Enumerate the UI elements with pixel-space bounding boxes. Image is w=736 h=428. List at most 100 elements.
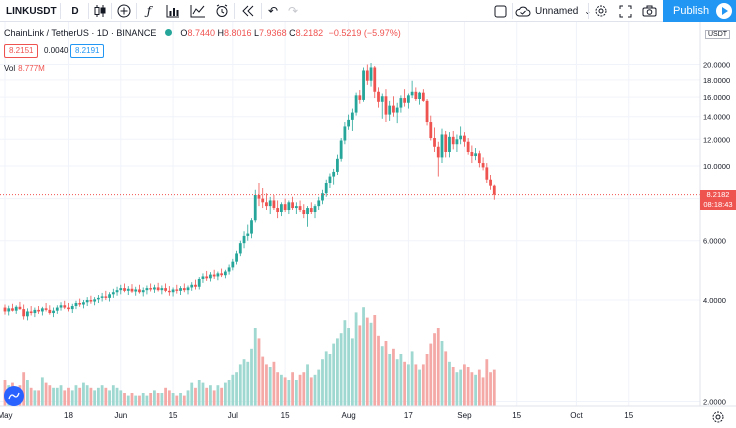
candle-body bbox=[138, 289, 141, 293]
candle-body bbox=[350, 112, 354, 120]
tradingview-logo-icon[interactable] bbox=[4, 386, 24, 406]
volume-bar bbox=[492, 369, 496, 406]
chevron-down-icon: ⌄ bbox=[584, 7, 591, 16]
volume-bar bbox=[70, 390, 74, 406]
volume-bar bbox=[451, 367, 455, 406]
volume-bar bbox=[429, 343, 433, 406]
volume-bar bbox=[470, 372, 474, 406]
candles-icon[interactable] bbox=[90, 0, 110, 22]
replay-icon[interactable] bbox=[237, 0, 259, 22]
volume-bar bbox=[477, 369, 481, 406]
candle-body bbox=[93, 299, 97, 302]
volume-bar bbox=[448, 361, 451, 406]
top-toolbar: LINKUSDT D ƒ ↶ ↷ Unnamed ⌄ bbox=[0, 0, 736, 22]
volume-bar bbox=[242, 359, 246, 406]
layout-name-button[interactable]: Unnamed ⌄ bbox=[515, 0, 591, 22]
add-indicator-icon[interactable] bbox=[114, 0, 134, 22]
spread-value: 0.0040 bbox=[44, 46, 69, 55]
symbol-description[interactable]: ChainLink / TetherUS · 1D · BINANCE bbox=[4, 28, 157, 38]
price-tick-label: 14.0000 bbox=[703, 113, 730, 122]
close-key: C bbox=[289, 28, 296, 38]
price-chart[interactable]: 2.00004.00006.00008.000010.000012.000014… bbox=[0, 22, 736, 428]
volume-bar bbox=[67, 387, 70, 406]
candle-body bbox=[306, 208, 309, 215]
candle-body bbox=[358, 95, 362, 100]
candle-body bbox=[37, 309, 41, 312]
volume-bar bbox=[179, 393, 182, 406]
volume-bar bbox=[365, 317, 369, 406]
volume-bar bbox=[96, 387, 100, 406]
candle-body bbox=[466, 141, 470, 152]
candle-body bbox=[298, 206, 302, 211]
high-value: 8.8016 bbox=[223, 28, 252, 38]
candle-body bbox=[279, 204, 283, 213]
settings-icon[interactable] bbox=[711, 410, 725, 424]
bid-price-box[interactable]: 8.2151 bbox=[4, 44, 39, 58]
compare-icon[interactable] bbox=[187, 0, 209, 22]
candle-body bbox=[485, 167, 489, 180]
candle-body bbox=[145, 288, 149, 291]
alert-icon[interactable] bbox=[212, 0, 232, 22]
candle-body bbox=[339, 140, 343, 159]
time-tick-label: Jul bbox=[228, 411, 238, 420]
candle-body bbox=[276, 208, 280, 213]
volume-bar bbox=[182, 395, 186, 406]
volume-bar bbox=[82, 382, 85, 406]
price-tick-label: 10.0000 bbox=[703, 162, 730, 171]
volume-bar bbox=[89, 387, 93, 406]
volume-bar bbox=[48, 385, 52, 406]
volume-bar bbox=[63, 390, 67, 406]
symbol-search-button[interactable]: LINKUSDT bbox=[2, 0, 60, 22]
redo-icon[interactable]: ↷ bbox=[287, 4, 299, 18]
fx-icon[interactable]: ƒ bbox=[146, 4, 152, 18]
ask-price-box[interactable]: 8.2191 bbox=[70, 44, 105, 58]
volume-bar bbox=[85, 385, 89, 406]
candle-body bbox=[418, 92, 421, 99]
volume-bar bbox=[160, 393, 164, 406]
high-key: H bbox=[217, 28, 224, 38]
volume-bar bbox=[362, 307, 365, 406]
volume-bar bbox=[153, 390, 156, 406]
square-icon[interactable] bbox=[490, 0, 510, 22]
volume-bar bbox=[343, 320, 347, 406]
bar-chart-icon[interactable] bbox=[163, 0, 183, 22]
camera-icon[interactable] bbox=[639, 0, 659, 22]
price-scale[interactable]: 2.00004.00006.00008.000010.000012.000014… bbox=[703, 61, 730, 407]
price-tick-label: 2.0000 bbox=[703, 398, 726, 407]
volume-bar bbox=[388, 354, 392, 406]
volume-bar bbox=[403, 361, 407, 406]
toolbar-divider bbox=[234, 3, 235, 19]
candle-body bbox=[444, 134, 448, 152]
volume-bar bbox=[317, 369, 321, 406]
candle-body bbox=[309, 208, 313, 213]
candle-body bbox=[283, 204, 287, 211]
currency-label[interactable]: USDT bbox=[705, 30, 731, 39]
candle-body bbox=[44, 308, 48, 310]
volume-bar bbox=[283, 377, 287, 406]
candle-body bbox=[96, 297, 100, 300]
candle-body bbox=[7, 308, 11, 312]
volume-bar bbox=[354, 312, 358, 406]
undo-icon[interactable]: ↶ bbox=[267, 4, 279, 18]
interval-button[interactable]: D bbox=[64, 0, 86, 22]
fullscreen-icon[interactable] bbox=[615, 0, 635, 22]
candle-body bbox=[242, 235, 246, 244]
candle-body bbox=[205, 276, 209, 279]
settings-icon[interactable] bbox=[591, 0, 611, 22]
candle-body bbox=[119, 288, 123, 291]
candle-body bbox=[179, 288, 182, 291]
volume-bar bbox=[93, 390, 97, 406]
volume-bar bbox=[55, 387, 59, 406]
candle-body bbox=[362, 70, 365, 100]
volume-bar bbox=[466, 367, 470, 406]
volume-bar bbox=[108, 390, 111, 406]
toolbar-divider bbox=[588, 3, 589, 19]
time-scale[interactable]: May 18 Jun 15 Jul 15 Aug 17 Sep 15 Oct 15 bbox=[0, 411, 634, 420]
candle-body bbox=[250, 220, 253, 234]
volume-bar bbox=[332, 343, 336, 406]
candle-body bbox=[74, 303, 78, 307]
candlestick-series bbox=[3, 63, 496, 321]
time-tick-label: 15 bbox=[169, 411, 178, 420]
publish-button[interactable]: Publish bbox=[663, 0, 736, 22]
candle-body bbox=[55, 307, 59, 311]
